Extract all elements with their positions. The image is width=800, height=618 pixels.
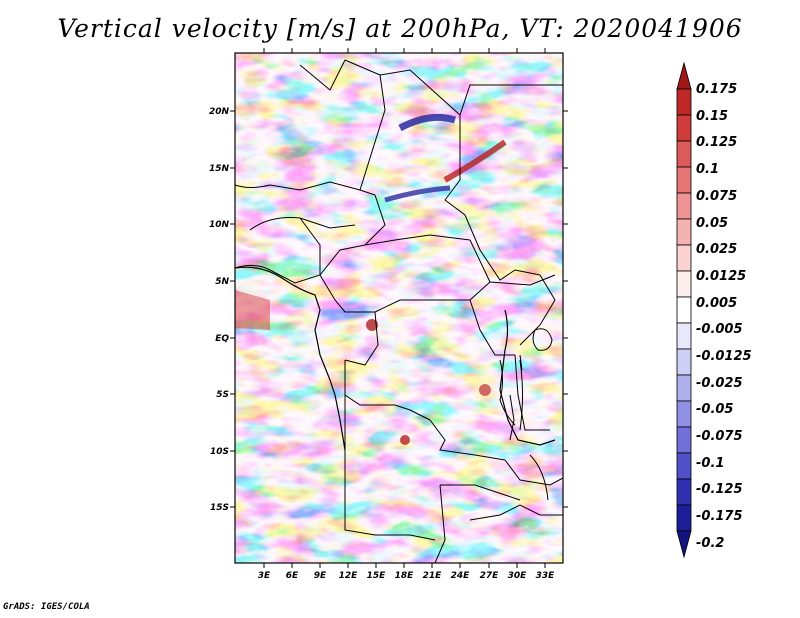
colorbar-segment: [676, 348, 692, 376]
colorbar-labels: 0.175 0.15 0.125 0.1 0.075 0.05 0.025 0.…: [696, 82, 752, 551]
colorbar-segment: [676, 140, 692, 168]
colorbar-segment: [676, 530, 692, 559]
colorbar-segment: [676, 504, 692, 532]
lon-label: 21E: [423, 571, 443, 581]
colorbar-label: -0.05: [696, 402, 733, 417]
lon-label: 3E: [258, 571, 271, 581]
colorbar-label: 0.05: [696, 216, 728, 231]
colorbar-label: -0.1: [696, 456, 724, 471]
lakes: [509, 328, 553, 441]
lat-label: 15S: [210, 503, 229, 513]
coastline: [235, 266, 556, 451]
lat-label: 5N: [215, 277, 229, 287]
colorbar-segment: [676, 114, 692, 142]
lon-label: 12E: [339, 571, 359, 581]
colorbar-label: 0.125: [696, 135, 737, 150]
colorbar-segment: [676, 166, 692, 194]
colorbar-label: -0.2: [696, 536, 724, 551]
lon-label: 27E: [480, 571, 500, 581]
lat-label: 5S: [216, 390, 229, 400]
colorbar-segment: [676, 400, 692, 428]
lat-label: EQ: [215, 334, 229, 344]
colorbar-segment: [676, 296, 692, 324]
lon-label: 15E: [367, 571, 387, 581]
colorbar-segment: [676, 192, 692, 220]
colorbar-label: 0.025: [696, 242, 737, 257]
lon-label: 9E: [314, 571, 327, 581]
colorbar-segment: [676, 452, 692, 480]
colorbar-label: -0.025: [696, 376, 743, 391]
lat-ticks: [230, 110, 568, 508]
lon-label: 24E: [451, 571, 471, 581]
colorbar-label: -0.005: [696, 322, 743, 337]
colorbar-label: 0.1: [696, 162, 719, 177]
colorbar-label: 0.175: [696, 82, 737, 97]
colorbar: [676, 61, 692, 559]
lon-label: 18E: [395, 571, 415, 581]
colorbar-label: 0.0125: [696, 269, 746, 284]
colorbar-label: 0.005: [696, 296, 737, 311]
lon-label: 33E: [536, 571, 556, 581]
colorbar-label: 0.075: [696, 189, 737, 204]
colorbar-segment: [676, 270, 692, 298]
lat-label: 10N: [209, 220, 230, 230]
map-panel: [235, 53, 563, 563]
lat-label: 15N: [209, 164, 230, 174]
colorbar-segment: [676, 426, 692, 454]
colorbar-segment: [676, 374, 692, 402]
colorbar-label: -0.125: [696, 482, 743, 497]
colorbar-label: -0.175: [696, 509, 743, 524]
country-borders: [235, 59, 563, 563]
colorbar-label: -0.0125: [696, 349, 752, 364]
lat-label: 10S: [210, 447, 229, 457]
map-title: Vertical velocity [m/s] at 200hPa, VT: 2…: [57, 14, 743, 43]
lon-label: 30E: [508, 571, 528, 581]
colorbar-segment: [676, 478, 692, 506]
lon-ticks: [263, 48, 546, 568]
lon-label: 6E: [286, 571, 299, 581]
colorbar-segment: [676, 244, 692, 272]
grads-credit: GrADS: IGES/COLA: [3, 602, 90, 612]
colorbar-label: 0.15: [696, 109, 728, 124]
colorbar-label: -0.075: [696, 429, 743, 444]
colorbar-segment: [676, 322, 692, 350]
lat-label: 20N: [209, 107, 230, 117]
colorbar-segment: [676, 61, 692, 90]
map-frame: [234, 52, 564, 564]
colorbar-segment: [676, 218, 692, 246]
colorbar-segment: [676, 88, 692, 116]
